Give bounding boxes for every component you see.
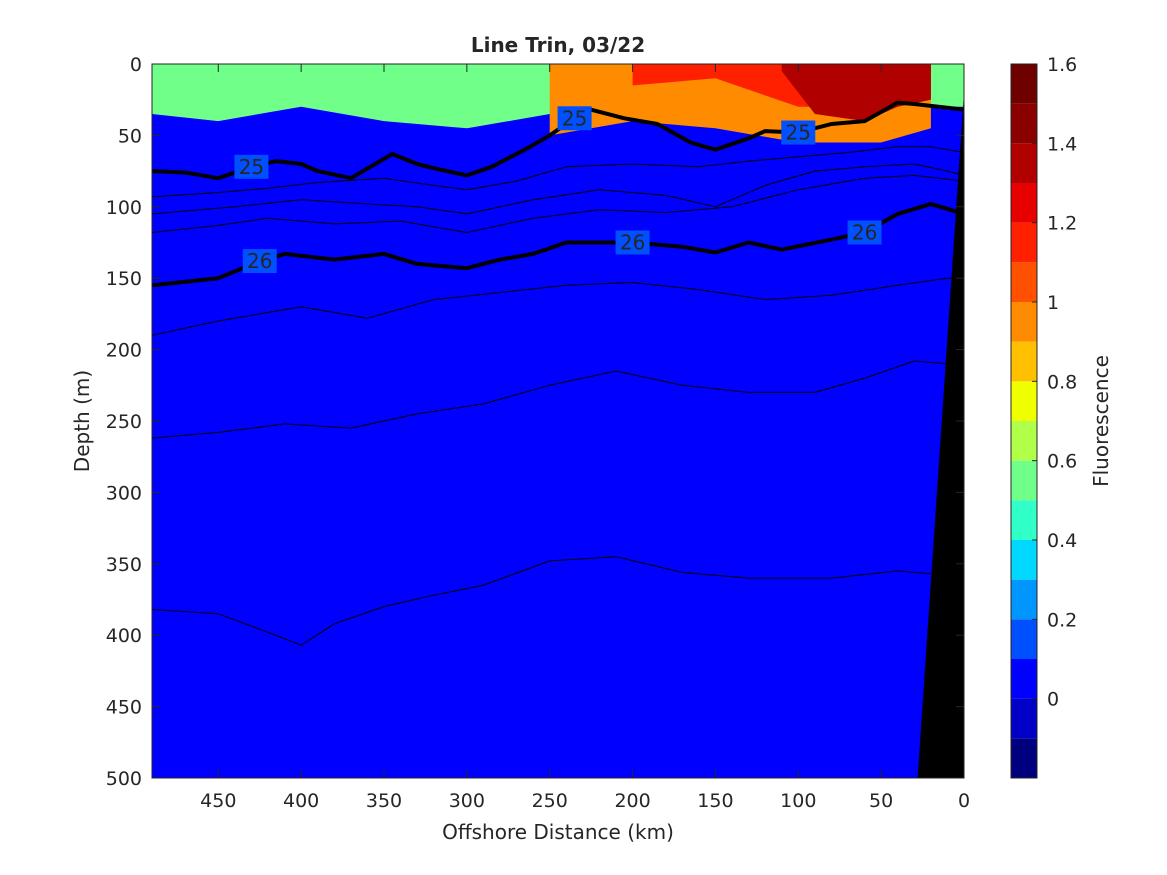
contour-label: 25	[786, 121, 811, 145]
x-tick-label: 350	[366, 790, 402, 812]
contour-label-backdrop	[847, 220, 882, 245]
colorbar-segment	[1011, 619, 1037, 659]
colorbar-segment	[1011, 302, 1037, 342]
colorbar-tick-label: 0.6	[1047, 451, 1077, 473]
colorbar-tick-label: 0.8	[1047, 371, 1077, 393]
colorbar-segment	[1011, 579, 1037, 620]
plot-area: 25 25 25 26 26 26	[151, 63, 965, 779]
y-axis: 0 50 100 150 200 250 300 350 400 450 500	[106, 54, 964, 790]
contour-label-backdrop	[615, 230, 650, 255]
seafloor-shape	[917, 92, 964, 778]
colorbar-segment	[1011, 143, 1037, 183]
x-tick-label: 300	[449, 790, 485, 812]
colorbar-segment	[1011, 222, 1037, 263]
colorbar-segment	[1011, 659, 1037, 699]
y-tick-label: 200	[106, 340, 142, 362]
contour-label-backdrop	[242, 249, 277, 274]
colorbar-tick-label: 1.2	[1047, 213, 1077, 235]
y-tick-label: 150	[106, 268, 142, 290]
colorbar-segment	[1011, 262, 1037, 302]
x-tick-label: 150	[697, 790, 733, 812]
colorbar-tick-label: 1.4	[1047, 133, 1077, 155]
x-tick-label: 450	[200, 790, 236, 812]
colorbar-segment	[1011, 460, 1037, 501]
y-tick-label: 500	[106, 768, 142, 790]
y-tick-label: 450	[106, 697, 142, 719]
contour-label: 25	[562, 106, 587, 130]
colorbar-segment	[1011, 64, 1037, 104]
density-contour-7	[152, 556, 931, 646]
colorbar-segment	[1011, 183, 1037, 223]
density-contour-5	[152, 277, 964, 336]
colorbar-tick-label: 1	[1047, 292, 1059, 314]
plot-background	[152, 64, 964, 778]
y-axis-label: Depth (m)	[70, 370, 94, 472]
colorbar-segment	[1011, 540, 1037, 580]
colorbar-segment	[1011, 698, 1037, 739]
x-tick-label: 250	[532, 790, 568, 812]
y-tick-label: 0	[130, 54, 142, 76]
y-tick-label: 400	[106, 625, 142, 647]
colorbar-segment	[1011, 421, 1037, 461]
contour-label: 26	[247, 249, 272, 273]
density-contour-6	[152, 360, 964, 439]
colorbar-segment	[1011, 500, 1037, 540]
x-axis-label: Offshore Distance (km)	[442, 820, 674, 844]
colorbar-tick-label: 0	[1047, 689, 1059, 711]
y-tick-label: 300	[106, 482, 142, 504]
colorbar-segment	[1011, 381, 1037, 421]
contour-label: 26	[620, 231, 645, 255]
colorbar-label: Fluorescence	[1089, 355, 1113, 487]
density-contour-3	[152, 163, 964, 215]
colorbar-frame	[1010, 63, 1038, 779]
contour-label-backdrop	[557, 106, 592, 131]
chart-title: Line Trin, 03/22	[471, 33, 645, 57]
y-tick-label: 250	[106, 411, 142, 433]
y-tick-label: 50	[118, 125, 142, 147]
contour-label: 26	[852, 221, 877, 245]
contour-label-backdrop	[234, 154, 269, 179]
x-tick-label: 100	[780, 790, 816, 812]
colorbar-tick-label: 0.4	[1047, 530, 1077, 552]
x-tick-label: 50	[869, 790, 893, 812]
contour-label: 25	[239, 155, 264, 179]
colorbar-tick-label: 1.6	[1047, 54, 1077, 76]
colorbar-tick-label: 0.2	[1047, 609, 1077, 631]
density-contour-layer: 25 25 25 26 26 26	[152, 100, 964, 646]
colorbar-segment	[1011, 103, 1037, 144]
colorbar: 0 0.2 0.4 0.6 0.8 1 1.2 1.4 1.6	[1010, 54, 1077, 779]
y-tick-label: 350	[106, 554, 142, 576]
contour-label-backdrop	[781, 120, 816, 145]
density-contour-2	[152, 146, 964, 198]
y-tick-label: 100	[106, 197, 142, 219]
density-contour-4	[152, 174, 964, 233]
seafloor-layer	[917, 92, 964, 778]
x-tick-label: 400	[283, 790, 319, 812]
x-axis: 450 400 350 300 250 200 150 100 50 0	[200, 64, 970, 812]
x-tick-label: 200	[614, 790, 650, 812]
colorbar-segment	[1011, 738, 1037, 778]
x-tick-label: 0	[958, 790, 970, 812]
colorbar-segment	[1011, 341, 1037, 382]
